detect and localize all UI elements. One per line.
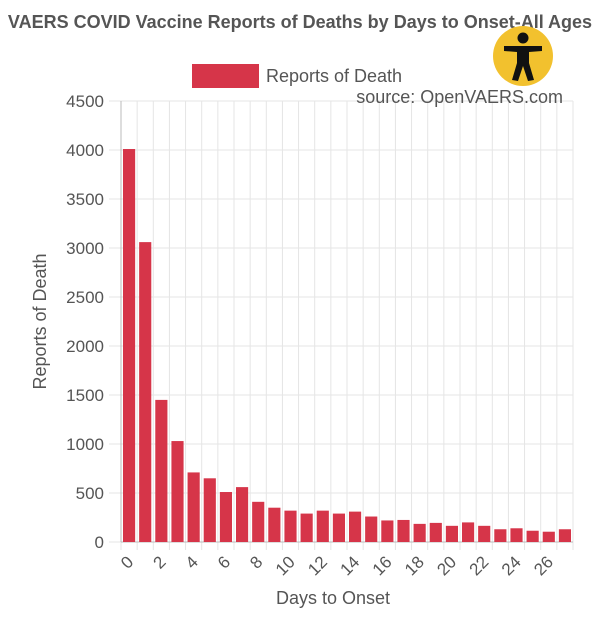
x-tick-label: 20 bbox=[433, 552, 460, 579]
y-tick-label: 2500 bbox=[66, 288, 104, 307]
bar bbox=[268, 507, 281, 542]
bar bbox=[413, 523, 426, 542]
x-tick-label: 2 bbox=[149, 552, 169, 572]
y-axis-title: Reports of Death bbox=[30, 253, 50, 389]
bar bbox=[187, 472, 200, 542]
y-tick-label: 1500 bbox=[66, 386, 104, 405]
bar bbox=[429, 522, 442, 542]
bar bbox=[171, 441, 184, 542]
bar bbox=[445, 525, 458, 542]
y-tick-label: 0 bbox=[95, 533, 104, 552]
bar bbox=[510, 528, 523, 542]
y-tick-label: 1000 bbox=[66, 435, 104, 454]
bar bbox=[300, 513, 313, 542]
bar bbox=[478, 525, 491, 542]
accessibility-badge[interactable] bbox=[493, 26, 553, 86]
x-tick-label: 10 bbox=[272, 552, 299, 579]
bar bbox=[139, 242, 152, 542]
source-note: source: OpenVAERS.com bbox=[356, 87, 563, 107]
x-tick-label: 6 bbox=[214, 552, 234, 572]
x-tick-label: 24 bbox=[498, 552, 525, 579]
bar bbox=[381, 520, 394, 542]
bar bbox=[494, 529, 507, 542]
x-tick-label: 4 bbox=[182, 552, 202, 572]
legend-swatch bbox=[192, 64, 259, 88]
bar bbox=[123, 149, 136, 542]
x-tick-label: 12 bbox=[304, 552, 331, 579]
bar bbox=[219, 492, 232, 542]
x-tick-label: 8 bbox=[246, 552, 266, 572]
bar bbox=[332, 513, 345, 542]
bar bbox=[526, 530, 539, 542]
y-tick-label: 4500 bbox=[66, 92, 104, 111]
x-tick-label: 16 bbox=[369, 552, 396, 579]
bar bbox=[462, 522, 475, 542]
x-axis-title: Days to Onset bbox=[276, 588, 390, 608]
bar bbox=[397, 519, 410, 542]
x-tick-label: 18 bbox=[401, 552, 428, 579]
x-tick-label: 14 bbox=[336, 552, 363, 579]
bar bbox=[365, 516, 378, 542]
chart-title: VAERS COVID Vaccine Reports of Deaths by… bbox=[7, 12, 593, 32]
legend-label: Reports of Death bbox=[266, 66, 402, 86]
bar bbox=[316, 510, 329, 542]
y-tick-label: 3000 bbox=[66, 239, 104, 258]
x-tick-label: 22 bbox=[466, 552, 493, 579]
bar bbox=[203, 478, 216, 542]
bar bbox=[284, 510, 297, 542]
bar bbox=[155, 399, 168, 542]
y-tick-label: 3500 bbox=[66, 190, 104, 209]
bar bbox=[252, 501, 265, 542]
y-tick-label: 500 bbox=[76, 484, 104, 503]
bar bbox=[558, 529, 571, 542]
bar bbox=[542, 531, 555, 542]
x-tick-label: 0 bbox=[117, 552, 137, 572]
bar bbox=[236, 487, 249, 542]
accessibility-person-icon bbox=[504, 32, 542, 81]
bar bbox=[349, 511, 362, 542]
y-tick-label: 2000 bbox=[66, 337, 104, 356]
y-tick-label: 4000 bbox=[66, 141, 104, 160]
x-tick-label: 26 bbox=[530, 552, 557, 579]
